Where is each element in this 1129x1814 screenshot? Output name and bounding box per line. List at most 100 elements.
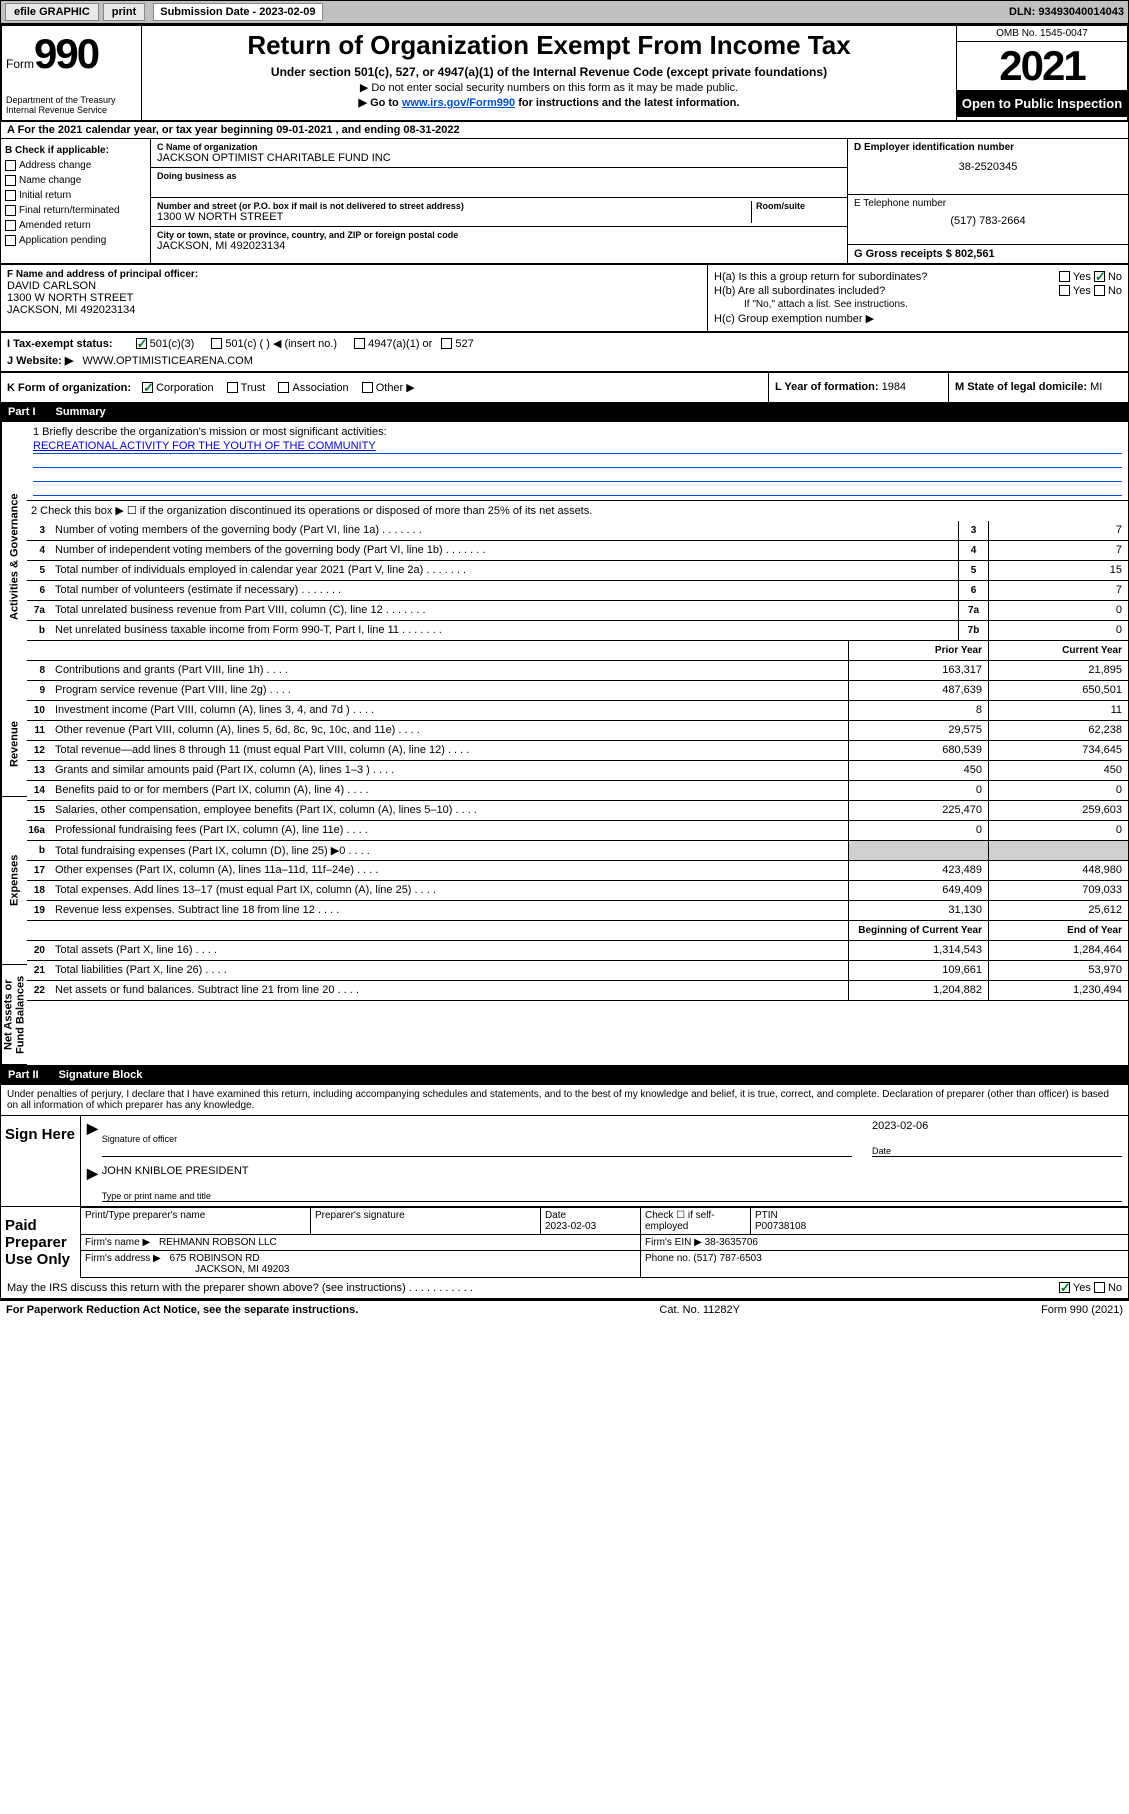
declaration-text: Under penalties of perjury, I declare th… [1,1085,1128,1115]
title-cell: Return of Organization Exempt From Incom… [142,26,957,120]
phone-label: E Telephone number [854,198,1122,209]
row-value: 0 [988,621,1128,640]
row-text: Revenue less expenses. Subtract line 18 … [51,902,848,918]
row-cell-num: 5 [958,561,988,580]
summary-row: 14Benefits paid to or for members (Part … [27,781,1128,801]
summary-row: 10Investment income (Part VIII, column (… [27,701,1128,721]
gross-receipts-label: G Gross receipts $ [854,248,952,260]
summary-row: 19Revenue less expenses. Subtract line 1… [27,901,1128,921]
opt-other: Other ▶ [362,382,415,394]
may-irs-discuss: May the IRS discuss this return with the… [7,1282,473,1294]
check-option[interactable]: Name change [5,173,146,188]
row-current: 62,238 [988,721,1128,740]
col-b-checkboxes: B Check if applicable: Address changeNam… [1,139,151,263]
efile-button[interactable]: efile GRAPHIC [5,3,99,21]
row-current [988,841,1128,860]
summary-row: 5Total number of individuals employed in… [27,561,1128,581]
row-num: 17 [27,865,51,876]
hb-label: H(b) Are all subordinates included? [714,285,885,297]
row-current: 1,230,494 [988,981,1128,1000]
row-num: 7a [27,605,51,616]
opt-501c3: 501(c)(3) [136,338,195,350]
row-text: Total expenses. Add lines 13–17 (must eq… [51,882,848,898]
row-num: 3 [27,525,51,536]
row-prior: 109,661 [848,961,988,980]
ha-answer: Yes No [1059,271,1122,283]
ptin-label: PTIN [755,1210,1124,1221]
row-text: Program service revenue (Part VIII, line… [51,682,848,698]
ptin-cell: PTIN P00738108 [751,1208,1128,1234]
row-value: 7 [988,581,1128,600]
prep-name-label: Print/Type preparer's name [81,1208,311,1234]
firm-phone-label: Phone no. [645,1253,691,1264]
firm-ein-value: 38-3635706 [705,1237,758,1248]
org-info-grid: B Check if applicable: Address changeNam… [0,139,1129,264]
row-current: 450 [988,761,1128,780]
row-cell-num: 7a [958,601,988,620]
firm-phone-value: (517) 787-6503 [693,1253,761,1264]
row-text: Contributions and grants (Part VIII, lin… [51,662,848,678]
row-current: 650,501 [988,681,1128,700]
tax-year: 2021 [957,42,1127,90]
firm-addr-cell: Firm's address ▶ 675 ROBINSON RD JACKSON… [81,1251,641,1277]
preparer-grid: Print/Type preparer's name Preparer's si… [81,1207,1128,1278]
arrow-icon: ▶ [87,1120,102,1157]
spacer [331,10,1005,14]
spacer [852,1120,872,1157]
row-text: Professional fundraising fees (Part IX, … [51,822,848,838]
prep-date-value: 2023-02-03 [545,1221,636,1232]
row-num: 4 [27,545,51,556]
summary-row: 15Salaries, other compensation, employee… [27,801,1128,821]
check-option[interactable]: Address change [5,158,146,173]
firm-addr2: JACKSON, MI 49203 [195,1264,636,1275]
paid-preparer-label: Paid Preparer Use Only [1,1207,81,1278]
form-number-cell: Form990 Department of the Treasury Inter… [2,26,142,120]
ein-label: D Employer identification number [854,142,1122,153]
part1-header: Part I Summary [0,403,1129,421]
print-button[interactable]: print [103,3,145,21]
row-prior: 0 [848,781,988,800]
check-option[interactable]: Initial return [5,188,146,203]
q2-text: 2 Check this box ▶ ☐ if the organization… [27,502,1128,519]
sign-area: ▶ Signature of officer 2023-02-06 Date ▶… [81,1116,1128,1206]
row-num: b [27,625,51,636]
note2-pre: ▶ Go to [359,97,402,109]
phone-value: (517) 783-2664 [854,215,1122,227]
omb-number: OMB No. 1545-0047 [957,26,1127,42]
k-label: K Form of organization: [7,382,131,394]
row-num: 20 [27,945,51,956]
mission-text[interactable]: RECREATIONAL ACTIVITY FOR THE YOUTH OF T… [33,440,376,452]
hdr-prior-year: Prior Year [848,641,988,660]
row-num: 6 [27,585,51,596]
mission-blank1 [33,454,1122,468]
room-label: Room/suite [756,201,841,211]
row-text: Total revenue—add lines 8 through 11 (mu… [51,742,848,758]
summary-body: Activities & Governance Revenue Expenses… [0,421,1129,1066]
hdr-current-year: Current Year [988,641,1128,660]
street-label: Number and street (or P.O. box if mail i… [157,201,751,211]
page-footer: For Paperwork Reduction Act Notice, see … [0,1299,1129,1319]
may-irs-answer: Yes No [1059,1282,1122,1294]
city-value: JACKSON, MI 492023134 [157,240,841,252]
check-option[interactable]: Amended return [5,218,146,233]
row-cell-num: 4 [958,541,988,560]
check-option[interactable]: Application pending [5,233,146,248]
q1-label: 1 Briefly describe the organization's mi… [33,426,1122,438]
row-text: Other revenue (Part VIII, column (A), li… [51,722,848,738]
spacer [51,928,848,932]
sig-date-value: 2023-02-06 [872,1120,928,1132]
date-label: Date [872,1146,891,1156]
row-text: Total fundraising expenses (Part IX, col… [51,842,848,859]
prep-self-employed: Check ☐ if self-employed [641,1208,751,1234]
row-current: 0 [988,781,1128,800]
row-cell-num: 7b [958,621,988,640]
footer-form-year: Form 990 (2021) [1041,1304,1123,1316]
firm-addr1: 675 ROBINSON RD [170,1253,260,1264]
irs-link[interactable]: www.irs.gov/Form990 [402,97,515,109]
opt-527: 527 [441,338,473,350]
check-option[interactable]: Final return/terminated [5,203,146,218]
col-c-org: C Name of organization JACKSON OPTIMIST … [151,139,848,263]
row-text: Investment income (Part VIII, column (A)… [51,702,848,718]
row-num: 10 [27,705,51,716]
opt-501c: 501(c) ( ) ◀ (insert no.) [211,338,337,350]
